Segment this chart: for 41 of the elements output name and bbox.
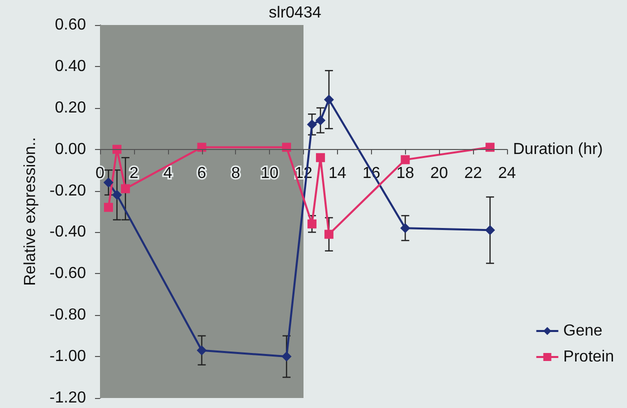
x-tick-label: 8 xyxy=(231,164,240,182)
legend-label: Gene xyxy=(563,322,603,340)
point xyxy=(112,190,122,200)
y-tick-label: -0.20 xyxy=(50,182,86,200)
point xyxy=(196,345,207,356)
point xyxy=(282,352,292,362)
point xyxy=(120,184,130,194)
x-tick-label: 0 xyxy=(96,164,105,182)
chart-title: slr0434 xyxy=(268,4,322,22)
point xyxy=(324,230,334,239)
y-tick-label: -1.20 xyxy=(50,390,86,406)
y-tick-label: -0.40 xyxy=(50,224,86,241)
point xyxy=(103,177,114,188)
legend-label: Protein xyxy=(563,348,614,366)
point xyxy=(324,94,334,105)
x-tick-label: 14 xyxy=(328,164,346,182)
y-tick-label: 0.60 xyxy=(54,16,86,34)
x-tick-label: 18 xyxy=(396,164,414,182)
x-tick-label: 24 xyxy=(498,164,516,182)
point xyxy=(104,202,113,212)
y-tick-label: -0.60 xyxy=(50,265,86,282)
x-tick-label: 4 xyxy=(163,164,172,182)
y-tick-label: 0.00 xyxy=(54,140,86,158)
y-tick-label: -1.00 xyxy=(50,348,86,366)
x-tick-label: 22 xyxy=(464,164,482,182)
y-tick-label: 0.40 xyxy=(54,58,86,75)
x-tick-label: 10 xyxy=(260,164,279,182)
point xyxy=(400,223,410,234)
y-tick-label: 0.20 xyxy=(54,99,86,116)
x-tick-label: 20 xyxy=(430,164,448,182)
point xyxy=(400,155,410,164)
point xyxy=(316,153,325,162)
point xyxy=(307,219,316,228)
point xyxy=(315,115,326,126)
x-axis-title: Duration (hr) xyxy=(513,140,603,158)
y-tick-label: -0.80 xyxy=(50,306,86,324)
point xyxy=(306,119,317,130)
y-axis-title: Relative expression.. xyxy=(22,137,40,286)
x-tick-label: 2 xyxy=(129,164,138,182)
x-tick-label: 6 xyxy=(197,164,206,182)
point xyxy=(485,225,496,236)
